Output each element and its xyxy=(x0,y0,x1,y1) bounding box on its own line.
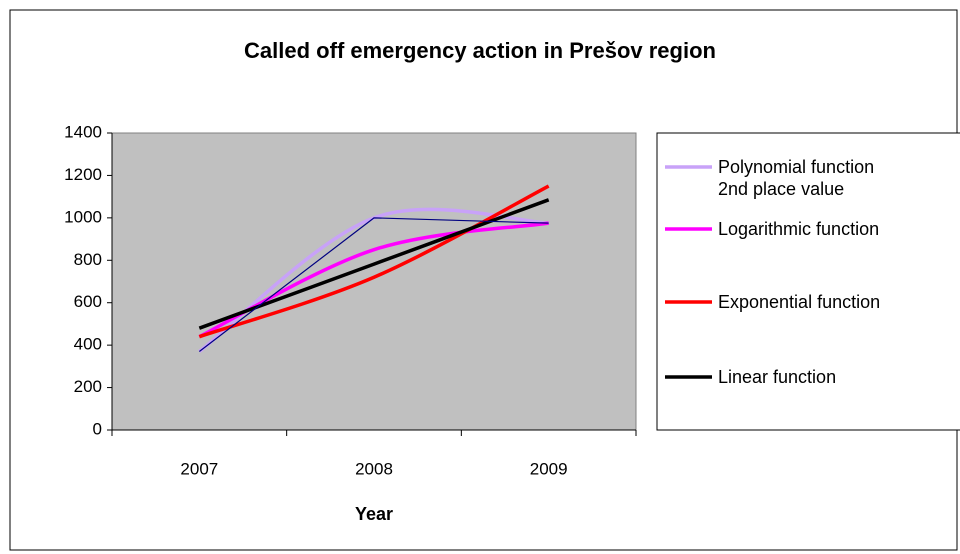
y-tick-label: 600 xyxy=(74,292,102,311)
legend-box xyxy=(656,132,960,431)
x-tick-label: 2009 xyxy=(530,459,568,478)
legend-label: Linear function xyxy=(718,367,837,387)
trend-line xyxy=(198,198,550,330)
x-tick-label: 2007 xyxy=(180,459,218,478)
y-tick-label: 200 xyxy=(74,377,102,396)
legend-label: Polynomial function 2nd place value xyxy=(718,157,875,199)
y-tick-label: 800 xyxy=(74,250,102,269)
y-tick-label: 400 xyxy=(74,335,102,354)
y-tick-label: 1400 xyxy=(64,122,102,141)
x-axis-label: Year xyxy=(355,504,393,524)
data-line xyxy=(198,217,549,352)
plot-area xyxy=(111,132,637,431)
y-tick-label: 0 xyxy=(93,419,102,438)
legend-label: Exponential function xyxy=(718,292,881,312)
legend-label: Logarithmic function xyxy=(718,219,880,239)
y-tick-label: 1000 xyxy=(64,207,102,226)
y-tick-label: 1200 xyxy=(64,165,102,184)
trend-line xyxy=(198,184,550,339)
x-tick-label: 2008 xyxy=(355,459,393,478)
chart-title: Called off emergency action in Prešov re… xyxy=(244,38,716,63)
